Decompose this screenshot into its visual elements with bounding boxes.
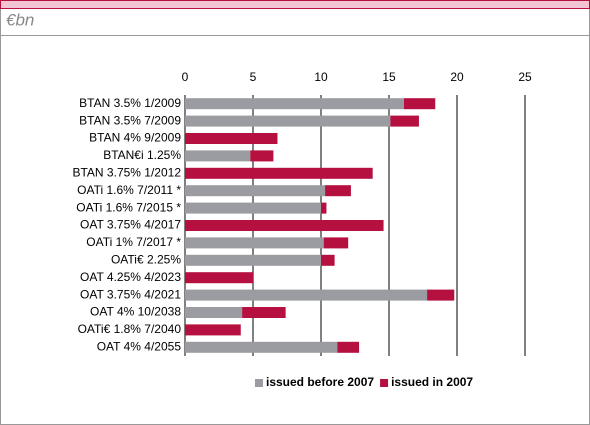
header-band xyxy=(0,0,590,9)
y-tick-label: OATi 1% 7/2017 * xyxy=(86,235,181,249)
x-tick-label: 0 xyxy=(182,70,189,84)
bar xyxy=(321,254,335,266)
y-tick-label: OAT 3.75% 4/2017 xyxy=(80,218,181,232)
legend-swatch xyxy=(380,379,389,387)
bar xyxy=(185,150,251,162)
unit-label: €bn xyxy=(6,10,34,29)
bar xyxy=(325,185,351,197)
bar xyxy=(321,202,327,214)
x-tick-label: 25 xyxy=(518,70,532,84)
y-tick-label: BTAN 3.5% 1/2009 xyxy=(79,96,181,110)
x-tick-label: 5 xyxy=(250,70,257,84)
y-tick-label: OAT 4% 10/2038 xyxy=(90,305,181,319)
bar xyxy=(185,133,278,144)
bar xyxy=(185,98,404,110)
bar xyxy=(185,272,253,284)
bar xyxy=(250,150,274,162)
bar xyxy=(185,167,373,179)
bar xyxy=(185,341,338,353)
y-tick-label: BTAN 4% 9/2009 xyxy=(89,131,181,145)
y-tick-label: BTAN 3.75% 1/2012 xyxy=(72,165,181,179)
bar xyxy=(185,324,241,336)
bar xyxy=(390,115,419,127)
bar xyxy=(185,307,243,318)
bar xyxy=(337,341,360,353)
legend-label: issued before 2007 xyxy=(266,375,374,389)
y-tick-label: OATi€ 1.8% 7/2040 xyxy=(78,322,182,336)
bar xyxy=(185,115,391,127)
x-tick-label: 15 xyxy=(382,70,396,84)
bar xyxy=(185,185,326,197)
x-tick-label: 20 xyxy=(450,70,464,84)
bar xyxy=(403,98,436,110)
y-tick-label: BTAN€i 1.25% xyxy=(103,148,181,162)
bar xyxy=(242,307,286,318)
y-tick-label: OATi 1.6% 7/2015 * xyxy=(76,200,181,214)
x-tick-label: 10 xyxy=(314,70,328,84)
y-tick-label: OAT 4% 4/2055 xyxy=(97,339,182,353)
bar xyxy=(427,289,455,301)
bar xyxy=(185,220,384,231)
bar xyxy=(185,289,428,301)
legend-label: issued in 2007 xyxy=(391,375,473,389)
y-tick-label: OATi€ 2.25% xyxy=(111,252,181,266)
y-tick-label: OATi 1.6% 7/2011 * xyxy=(77,183,181,197)
y-tick-label: OAT 4.25% 4/2023 xyxy=(80,270,181,284)
y-tick-label: BTAN 3.5% 7/2009 xyxy=(79,113,181,127)
bar xyxy=(185,202,321,214)
legend-swatch xyxy=(255,379,263,387)
bar xyxy=(323,237,349,249)
bar xyxy=(185,254,321,266)
bar xyxy=(185,237,324,249)
y-tick-label: OAT 3.75% 4/2021 xyxy=(80,287,181,301)
